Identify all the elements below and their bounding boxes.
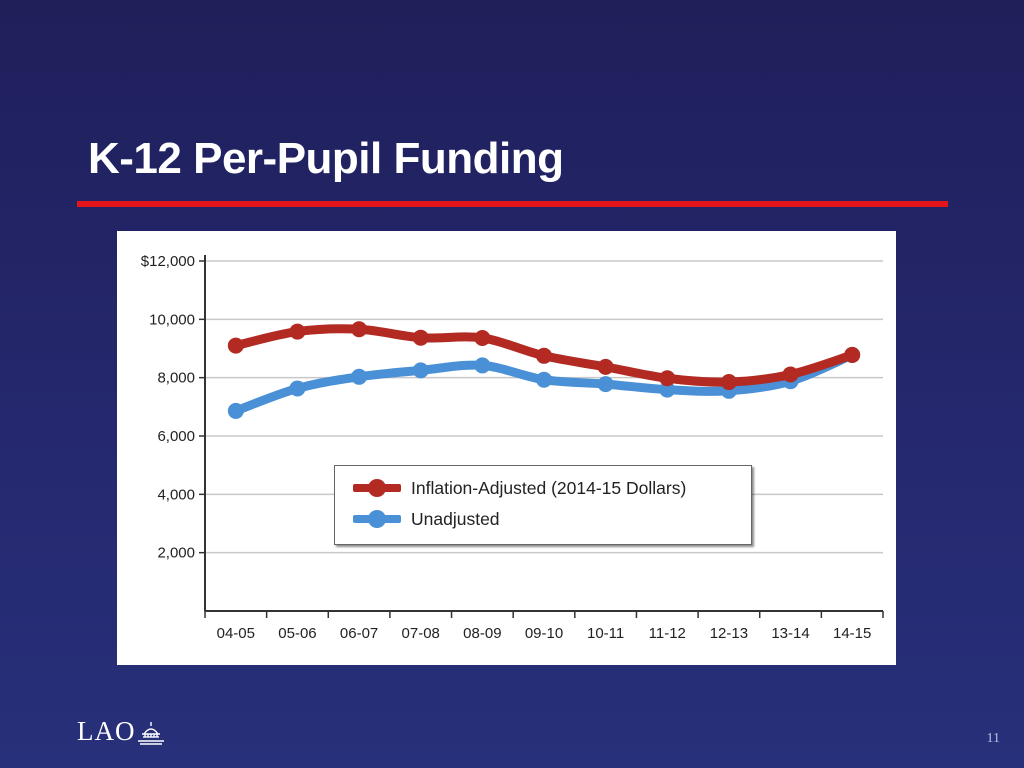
x-tick-label: 12-13 <box>710 625 748 642</box>
data-point-unadjusted <box>289 380 306 397</box>
x-tick-label: 07-08 <box>402 625 440 642</box>
x-tick-label: 13-14 <box>771 625 809 642</box>
legend-label-unadjusted: Unadjusted <box>411 508 500 529</box>
x-tick-label: 08-09 <box>463 625 501 642</box>
chart-panel: $12,000 10,000 8,000 6,000 4,000 2,000 04-05 05… <box>117 231 896 665</box>
y-tick-label: $12,000 <box>141 253 195 270</box>
lao-logo: LAO <box>77 716 166 747</box>
data-point-inflation-adjusted <box>227 337 244 354</box>
data-point-unadjusted <box>659 381 676 398</box>
chart-legend: Inflation-Adjusted (2014-15 Dollars) Una… <box>334 465 752 545</box>
data-point-inflation-adjusted <box>289 323 306 340</box>
data-point-inflation-adjusted <box>536 347 552 364</box>
data-point-unadjusted <box>597 376 614 393</box>
data-point-unadjusted <box>474 357 491 374</box>
data-point-inflation-adjusted <box>474 330 491 346</box>
y-tick-label: 2,000 <box>157 545 195 562</box>
x-tick-label: 11-12 <box>649 625 686 642</box>
y-tick-label: 6,000 <box>157 428 195 445</box>
y-tick-label: 10,000 <box>149 311 195 328</box>
slide-title: K-12 Per-Pupil Funding <box>88 134 564 183</box>
data-point-unadjusted <box>227 402 244 419</box>
legend-label-inflation-adjusted: Inflation-Adjusted (2014-15 Dollars) <box>411 477 687 498</box>
x-tick-label: 05-06 <box>278 625 316 642</box>
title-underline <box>77 201 948 207</box>
data-point-inflation-adjusted <box>412 329 429 346</box>
y-tick-label: 4,000 <box>157 486 195 503</box>
x-tick-label: 04-05 <box>217 625 255 642</box>
legend-swatch-unadjusted <box>353 508 401 530</box>
data-point-inflation-adjusted <box>597 358 614 375</box>
data-point-inflation-adjusted <box>720 374 737 391</box>
data-point-inflation-adjusted <box>659 370 676 387</box>
data-point-inflation-adjusted <box>844 346 861 363</box>
capitol-dome-icon <box>137 722 164 745</box>
x-tick-label: 14-15 <box>833 625 871 642</box>
data-point-unadjusted <box>412 362 429 379</box>
data-point-unadjusted <box>351 368 368 385</box>
legend-item-unadjusted: Unadjusted <box>353 508 500 530</box>
y-tick-label: 8,000 <box>157 370 195 387</box>
x-tick-label: 09-10 <box>525 625 563 642</box>
logo-text: LAO <box>77 716 136 746</box>
x-tick-label: 06-07 <box>340 625 378 642</box>
legend-swatch-inflation-adjusted <box>353 477 401 499</box>
data-point-unadjusted <box>536 371 552 388</box>
page-number: 11 <box>986 731 1000 746</box>
x-tick-label: 10-11 <box>587 625 624 642</box>
legend-item-inflation-adjusted: Inflation-Adjusted (2014-15 Dollars) <box>353 477 686 499</box>
data-point-inflation-adjusted <box>351 321 368 338</box>
line-chart: $12,000 10,000 8,000 6,000 4,000 2,000 04-05 05… <box>141 253 884 642</box>
data-point-inflation-adjusted <box>782 366 799 383</box>
